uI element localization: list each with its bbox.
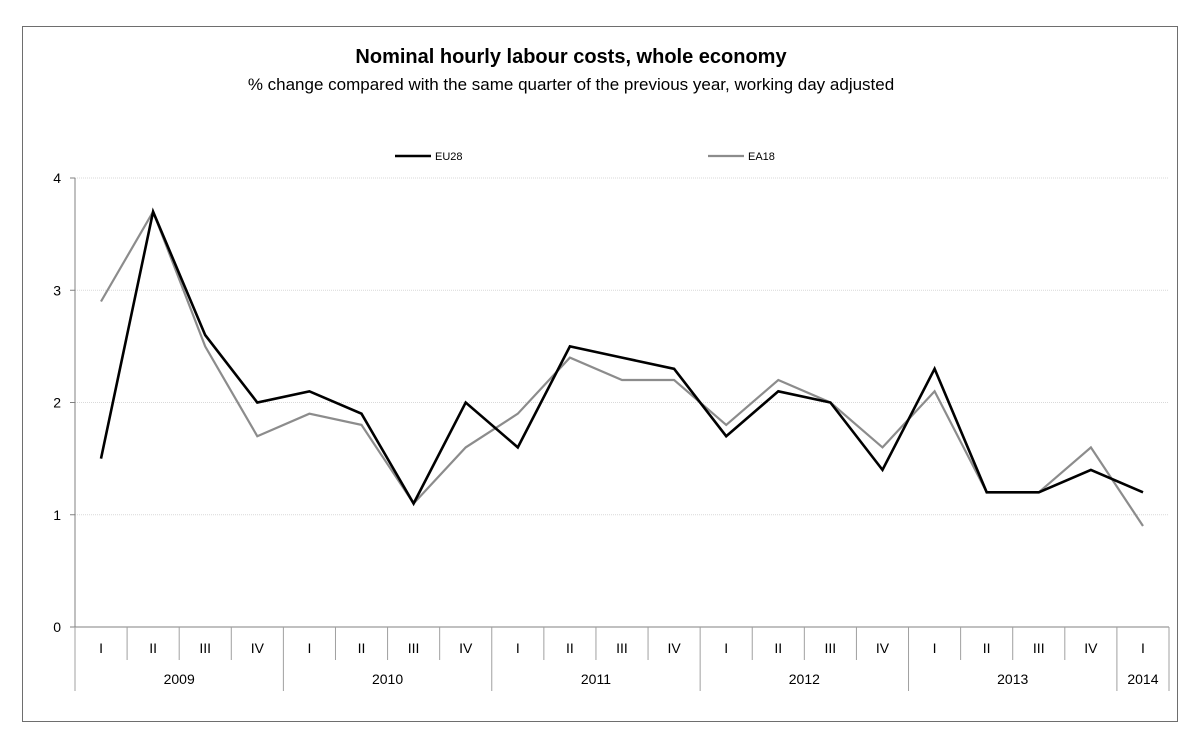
x-tick-label-year: 2009 xyxy=(164,671,195,687)
x-tick-label-quarter: I xyxy=(516,640,520,656)
series-line-eu28 xyxy=(99,207,1144,507)
x-tick-label-year: 2010 xyxy=(372,671,403,687)
x-tick-label-quarter: I xyxy=(724,640,728,656)
x-tick-label-quarter: III xyxy=(199,640,211,656)
y-tick-label: 3 xyxy=(53,282,61,298)
y-tick-label: 1 xyxy=(53,507,61,523)
x-tick-label-quarter: II xyxy=(983,640,991,656)
x-tick-label-quarter: IV xyxy=(1084,640,1098,656)
x-tick-label-quarter: I xyxy=(307,640,311,656)
x-tick-label-quarter: III xyxy=(408,640,420,656)
line-chart: Nominal hourly labour costs, whole econo… xyxy=(53,46,1170,691)
chart-subtitle: % change compared with the same quarter … xyxy=(248,75,894,94)
legend: EU28 EA18 xyxy=(395,151,775,163)
x-tick-label-quarter: III xyxy=(1033,640,1045,656)
x-tick-label-quarter: IV xyxy=(251,640,265,656)
chart-frame: Nominal hourly labour costs, whole econo… xyxy=(22,26,1178,722)
x-tick-label-quarter: I xyxy=(933,640,937,656)
x-tick-label-quarter: II xyxy=(566,640,574,656)
x-tick-label-year: 2011 xyxy=(581,671,611,687)
x-tick-label-quarter: I xyxy=(1141,640,1145,656)
x-tick-label-quarter: III xyxy=(825,640,837,656)
y-tick-label: 4 xyxy=(53,170,61,186)
x-tick-label-year: 2012 xyxy=(789,671,820,687)
x-tick-label-quarter: III xyxy=(616,640,628,656)
x-tick-label-quarter: II xyxy=(774,640,782,656)
series-line-ea18 xyxy=(100,209,1144,527)
legend-label-ea18: EA18 xyxy=(748,151,775,163)
x-tick-label-quarter: IV xyxy=(667,640,681,656)
gridlines xyxy=(75,177,1169,516)
x-tick-label-year: 2014 xyxy=(1127,671,1158,687)
x-tick-label-quarter: IV xyxy=(459,640,473,656)
x-tick-label-quarter: II xyxy=(358,640,366,656)
x-tick-label-quarter: II xyxy=(149,640,157,656)
y-tick-label: 0 xyxy=(53,619,61,635)
chart-title: Nominal hourly labour costs, whole econo… xyxy=(355,46,787,68)
legend-label-eu28: EU28 xyxy=(435,151,463,163)
y-tick-label: 2 xyxy=(53,395,61,411)
x-tick-label-quarter: IV xyxy=(876,640,890,656)
x-tick-label-quarter: I xyxy=(99,640,103,656)
series-lines xyxy=(99,207,1144,527)
x-tick-label-year: 2013 xyxy=(997,671,1028,687)
